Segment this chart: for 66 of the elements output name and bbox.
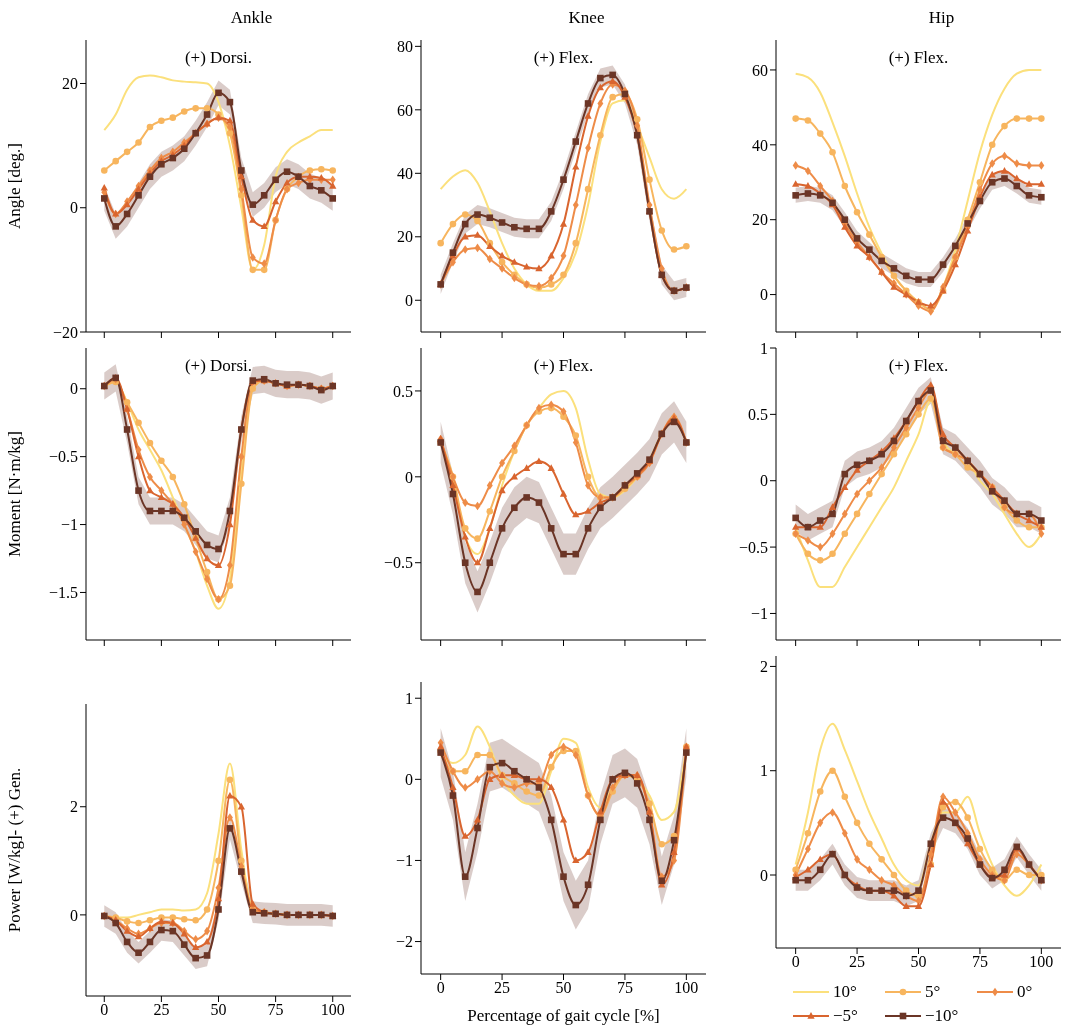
x-tick-label: 75	[971, 953, 988, 971]
x-tick-label: 25	[849, 953, 866, 971]
annotation: (+) Dorsi.	[183, 356, 254, 376]
legend-label: 10°	[833, 982, 857, 1002]
x-tick-label: 0	[100, 1001, 109, 1019]
y-tick-label: −0.5	[738, 538, 768, 556]
y-tick-label: 0	[70, 199, 78, 217]
y-tick-label: 0.5	[748, 406, 768, 424]
y-tick-label: −1.5	[48, 584, 78, 602]
y-tick-label: 0	[760, 866, 768, 884]
x-tick-label: 75	[616, 979, 633, 997]
y-tick-label: 0	[70, 906, 78, 924]
y-tick-label: 60	[397, 101, 413, 119]
chart-title: Ankle	[229, 8, 274, 29]
y-tick-label: 1	[760, 339, 768, 357]
legend-label: −10°	[925, 1006, 959, 1026]
y-tick-label: −20	[52, 323, 78, 341]
y-tick-label: −1	[60, 516, 78, 534]
y-tick-label: 20	[62, 75, 78, 93]
x-tick-label: 0	[436, 979, 445, 997]
y-tick-label: 0	[405, 468, 413, 486]
legend-label: 0°	[1017, 982, 1033, 1002]
x-tick-label: 25	[494, 979, 511, 997]
y-tick-label: 0.5	[393, 382, 413, 400]
y-tick-label: 2	[760, 658, 768, 676]
annotation: (+) Flex.	[532, 356, 595, 376]
y-tick-label: 60	[752, 61, 768, 79]
y-tick-label: 20	[752, 211, 768, 229]
annotation: (+) Flex.	[532, 48, 595, 68]
y-tick-label: 40	[397, 164, 413, 182]
x-axis-title: Percentage of gait cycle [%]	[466, 1006, 661, 1027]
y-tick-label: 0	[70, 380, 78, 398]
annotation: (+) Flex.	[887, 356, 950, 376]
y-tick-label: 1	[760, 762, 768, 780]
y-tick-label: 2	[70, 798, 78, 816]
y-axis-title: Angle [deg.]	[5, 143, 25, 229]
y-tick-label: 40	[752, 136, 768, 154]
x-tick-label: 25	[153, 1001, 170, 1019]
y-axis-title: Moment [N·m/kg]	[5, 430, 25, 558]
x-tick-label: 100	[1029, 953, 1054, 971]
annotation: (+) Dorsi.	[183, 48, 254, 68]
x-tick-label: 75	[267, 1001, 284, 1019]
x-tick-label: 100	[674, 979, 699, 997]
y-tick-label: −2	[395, 933, 413, 951]
x-tick-label: 0	[791, 953, 800, 971]
x-tick-label: 50	[555, 979, 572, 997]
y-tick-label: 80	[397, 38, 413, 56]
y-tick-label: 0	[760, 286, 768, 304]
y-tick-label: −0.5	[383, 554, 413, 572]
legend-label: 5°	[925, 982, 941, 1002]
legend-label: −5°	[833, 1006, 858, 1026]
chart-title: Knee	[567, 8, 606, 29]
x-tick-label: 50	[910, 953, 927, 971]
y-tick-label: −1	[395, 852, 413, 870]
chart-title: Hip	[927, 8, 956, 29]
y-tick-label: −0.5	[48, 448, 78, 466]
annotation: (+) Flex.	[887, 48, 950, 68]
y-tick-label: 0	[760, 472, 768, 490]
y-axis-title: Power [W/kg]- (+) Gen.	[5, 767, 25, 933]
x-tick-label: 100	[320, 1001, 345, 1019]
y-tick-label: 1	[405, 689, 413, 707]
y-tick-label: −1	[750, 605, 768, 623]
y-tick-label: 20	[397, 228, 413, 246]
y-tick-label: 0	[405, 771, 413, 789]
x-tick-label: 50	[210, 1001, 227, 1019]
y-tick-label: 0	[405, 291, 413, 309]
